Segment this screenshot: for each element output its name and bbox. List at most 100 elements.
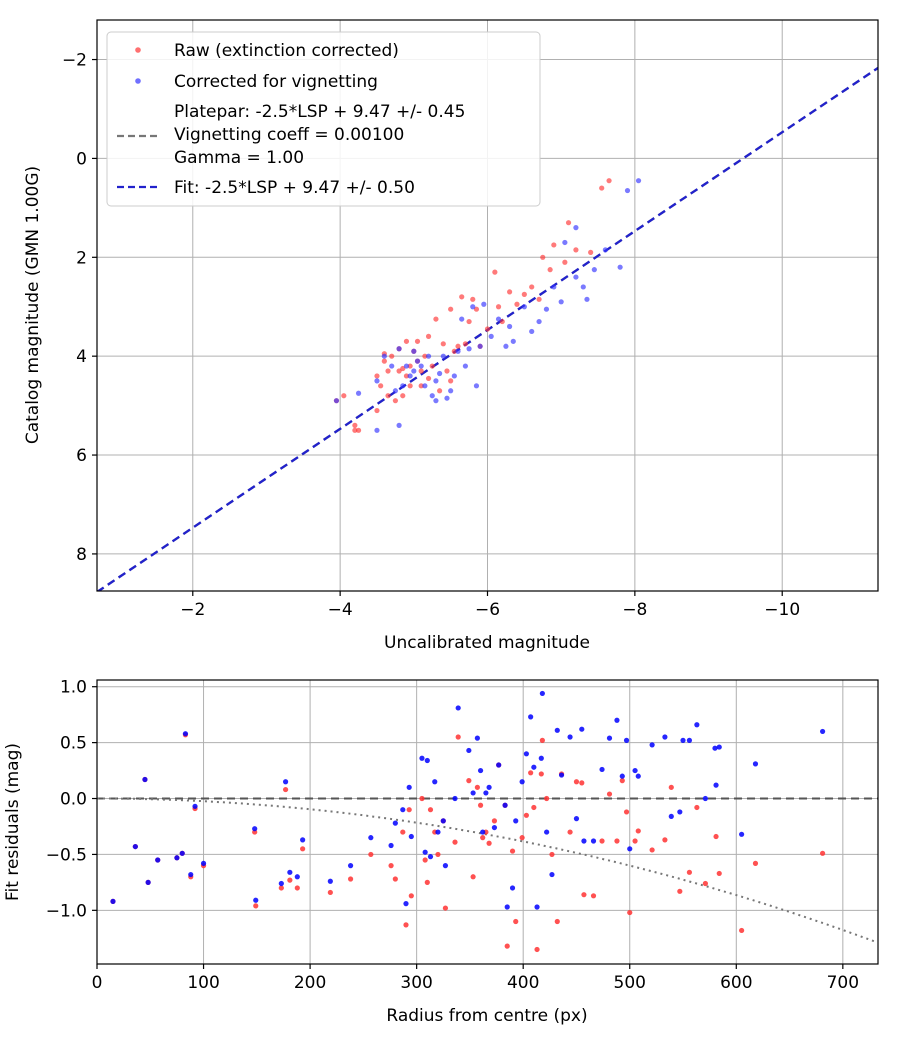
x-tick-label: 600 — [720, 973, 752, 993]
raw-point — [486, 840, 492, 846]
raw-point — [567, 829, 573, 835]
corrected-point — [192, 803, 198, 809]
raw-point — [581, 892, 587, 898]
corrected-point — [507, 323, 513, 330]
corrected-point — [462, 363, 468, 369]
legend-raw-label: Raw (extinction corrected) — [174, 41, 399, 61]
x-tick-label: 100 — [187, 973, 219, 993]
raw-point — [455, 343, 461, 349]
raw-point — [448, 378, 454, 384]
corrected-point — [558, 772, 565, 778]
corrected-point — [435, 829, 441, 835]
y-axis-label: Catalog magnitude (GMN 1.00G) — [23, 166, 43, 444]
corrected-point — [407, 373, 413, 379]
raw-point — [623, 809, 630, 815]
x-tick-label: −10 — [764, 600, 800, 620]
corrected-point — [649, 742, 655, 748]
grid — [96, 680, 878, 964]
corrected-point — [252, 826, 258, 832]
raw-point — [677, 888, 683, 894]
legend-platepar-label: Platepar: -2.5*LSP + 9.47 +/- 0.45 — [174, 102, 465, 122]
corrected-point — [347, 863, 354, 869]
raw-point — [418, 368, 424, 374]
corrected-point — [477, 767, 484, 774]
raw-point — [507, 289, 513, 295]
corrected-point — [562, 239, 568, 246]
raw-point — [400, 365, 406, 372]
corrected-point — [504, 904, 510, 910]
raw-point — [466, 318, 472, 325]
raw-point — [392, 876, 398, 882]
corrected-point — [132, 843, 138, 850]
x-tick-label: 200 — [294, 973, 326, 993]
legend-gamma-label: Gamma = 1.00 — [174, 148, 304, 168]
raw-point — [403, 338, 410, 344]
corrected-point — [287, 869, 293, 875]
corrected-point — [406, 784, 412, 790]
raw-point — [739, 927, 745, 934]
raw-point — [491, 818, 498, 824]
y-tick-label: −1.0 — [46, 901, 87, 921]
raw-point — [425, 333, 432, 339]
corrected-point — [466, 346, 472, 352]
raw-point — [549, 851, 555, 858]
corrected-point — [529, 328, 535, 335]
raw-point — [381, 358, 387, 364]
raw-point — [662, 837, 668, 843]
raw-point — [573, 779, 580, 785]
corrected-point — [396, 422, 402, 428]
raw-point — [442, 905, 449, 911]
corrected-point — [110, 898, 116, 904]
corrected-point — [425, 353, 432, 359]
raw-point — [614, 838, 620, 844]
raw-point — [492, 269, 498, 275]
raw-point — [694, 804, 700, 811]
corrected-point — [558, 299, 564, 305]
corrected-point — [470, 304, 476, 310]
corrected-point — [819, 728, 826, 735]
corrected-point — [437, 370, 443, 377]
raw-point — [668, 784, 674, 790]
corrected-point — [327, 878, 333, 884]
raw-point — [540, 254, 546, 260]
raw-point — [702, 880, 708, 887]
magnitude-calibration-chart: −2 −4 −6 −8 −10 −2 0 2 4 6 8 Uncalibrated magnitud… — [23, 19, 879, 653]
raw-point — [599, 838, 605, 844]
x-tick-label: −6 — [475, 600, 500, 620]
corrected-point — [419, 755, 425, 761]
corrected-point — [300, 837, 306, 843]
plot-frame — [96, 679, 879, 965]
raw-point — [536, 296, 542, 302]
raw-point — [588, 249, 594, 255]
corrected-point — [624, 187, 631, 194]
corrected-point — [539, 690, 545, 697]
corrected-point — [145, 879, 151, 885]
corrected-point — [713, 782, 719, 788]
raw-point — [473, 306, 480, 312]
corrected-point — [477, 343, 483, 349]
corrected-point — [635, 773, 641, 779]
corrected-point — [368, 835, 374, 841]
raw-point — [352, 427, 358, 433]
raw-point — [514, 301, 520, 307]
y-tick-label: −2 — [62, 51, 87, 71]
corrected-point — [623, 737, 630, 743]
raw-point — [429, 363, 435, 369]
corrected-point — [392, 388, 399, 394]
corrected-point — [278, 880, 284, 887]
y-tick-label: 0.5 — [60, 734, 87, 754]
corrected-point — [614, 717, 620, 723]
corrected-point — [392, 820, 398, 826]
raw-point — [374, 407, 380, 414]
corrected-point — [502, 802, 508, 808]
corrected-point — [474, 735, 480, 741]
raw-point — [385, 393, 391, 399]
corrected-point — [442, 863, 449, 869]
raw-point — [419, 795, 425, 802]
raw-point — [407, 383, 413, 389]
y-tick-label: 4 — [76, 347, 87, 367]
raw-point — [448, 306, 454, 312]
corrected-point — [253, 897, 259, 903]
raw-point — [716, 870, 722, 877]
